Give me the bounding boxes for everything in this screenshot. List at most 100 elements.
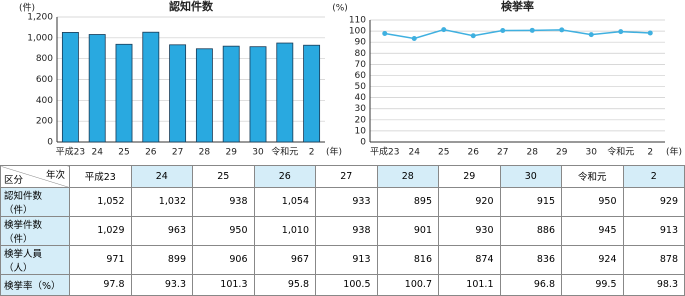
table-row: 検挙件数（件） 1,029 963 950 1,010 938 901 930 886 945 91… [0,215,685,246]
chart-title: 認知件数 [169,0,214,13]
point [647,30,653,36]
table-cell: 930 [438,215,501,246]
y-tick-label: 1,200 [27,13,53,23]
bar [222,45,240,143]
x-tick-label: 27 [172,148,183,158]
table-cell: 938 [315,215,378,246]
table-cell: 924 [561,244,624,275]
y-tick-label: 60 [355,71,367,81]
table-cell: 101.3 [192,273,255,296]
table-cell: 933 [315,186,378,217]
x-tick-label: 24 [91,148,103,158]
table-cell: 検挙人員（人） [0,244,70,275]
table-cell: 1,054 [253,186,316,217]
x-tick-label: 28 [199,148,211,158]
table-cell: 99.5 [561,273,624,296]
y-tick-label: 400 [36,96,53,106]
x-tick-label: 2 [309,148,315,158]
table-cell: 899 [130,244,193,275]
y-tick-label: 100 [349,27,366,37]
table-cell: 101.1 [438,273,501,296]
table-row: 認知件数（件） 1,052 1,032 938 1,054 933 895 920 915 950… [0,186,685,217]
x-tick-label: 25 [438,148,449,158]
table-cell: 906 [192,244,255,275]
x-tick-label: 29 [225,148,237,158]
table-cell: 令和元 [561,165,624,188]
x-tick-label: 平成23 [56,146,85,158]
y-unit: (件) [19,2,35,14]
table-cell: 24 [130,165,193,188]
table-cell: 1,032 [130,186,193,217]
x-tick-label: 28 [527,148,539,158]
point [382,31,388,37]
table-cell: 検挙件数（件） [0,215,70,246]
bar [276,42,294,143]
table-cell: 98.3 [622,273,685,296]
table-cell: 913 [622,215,685,246]
bar [115,43,133,143]
y-tick-label: 0 [360,138,366,148]
table-cell: 816 [376,244,439,275]
bar [61,32,79,143]
table-cell: 915 [499,186,562,217]
table-cell: 874 [438,244,501,275]
y-tick-label: 20 [355,115,367,125]
table-cell: 901 [376,215,439,246]
bar [303,44,321,143]
x-tick-label: 令和元 [271,146,298,158]
y-tick-label: 70 [355,60,367,70]
table-cell: 878 [622,244,685,275]
table-cell: 963 [130,215,193,246]
table-cell: 27 [315,165,378,188]
y-tick-label: 30 [355,104,367,114]
table-cell: 平成23 [69,165,132,188]
x-tick-label: 2 [647,148,653,158]
point [470,33,476,39]
data-table: 年次 区分 平成23 24 25 26 27 28 29 30 令和元 2 認知件数（件） 1,052 1,… [0,165,685,296]
x-tick-label: 26 [145,148,157,158]
bar [195,48,213,143]
table-cell: 100.7 [376,273,439,296]
x-tick-label: 24 [409,148,421,158]
x-tick-label: 30 [252,148,264,158]
table-cell: 1,052 [69,186,132,217]
table-cell: 検挙率（%） [0,273,70,296]
table-cell: 886 [499,215,562,246]
point [529,27,535,33]
y-tick-label: 200 [36,117,53,127]
table-cell: 938 [192,186,255,217]
table-cell: 30 [499,165,562,188]
point [588,32,594,38]
y-tick-label: 50 [355,82,367,92]
line [384,28,651,40]
table-row: 検挙人員（人） 971 899 906 967 913 816 874 836 924 878 [0,244,685,275]
corner-label: 区分 [4,174,24,186]
table-cell: 950 [192,215,255,246]
table-cell: 836 [499,244,562,275]
table-cell: 950 [561,186,624,217]
header-row: 年次 区分 平成23 24 25 26 27 28 29 30 令和元 2 [0,165,685,188]
table-cell: 920 [438,186,501,217]
table-cell: 25 [192,165,255,188]
y-tick-label: 80 [355,49,367,59]
y-tick-label: 1,000 [27,33,53,43]
table-cell: 913 [315,244,378,275]
table-cell: 895 [376,186,439,217]
table-cell: 929 [622,186,685,217]
point [559,27,565,33]
bar [88,34,106,143]
table-cell: 年次 区分 [0,165,70,188]
table-cell: 95.8 [253,273,316,296]
table-cell: 93.3 [130,273,193,296]
x-tick-label: 平成23 [370,146,399,158]
chart-title: 検挙率 [501,0,534,13]
y-tick-label: 110 [349,16,366,26]
y-tick-label: 800 [36,54,53,64]
x-tick-label: 29 [556,148,568,158]
y-tick-label: 0 [47,138,53,148]
point [411,36,417,42]
point [618,29,624,35]
table-cell: 28 [376,165,439,188]
